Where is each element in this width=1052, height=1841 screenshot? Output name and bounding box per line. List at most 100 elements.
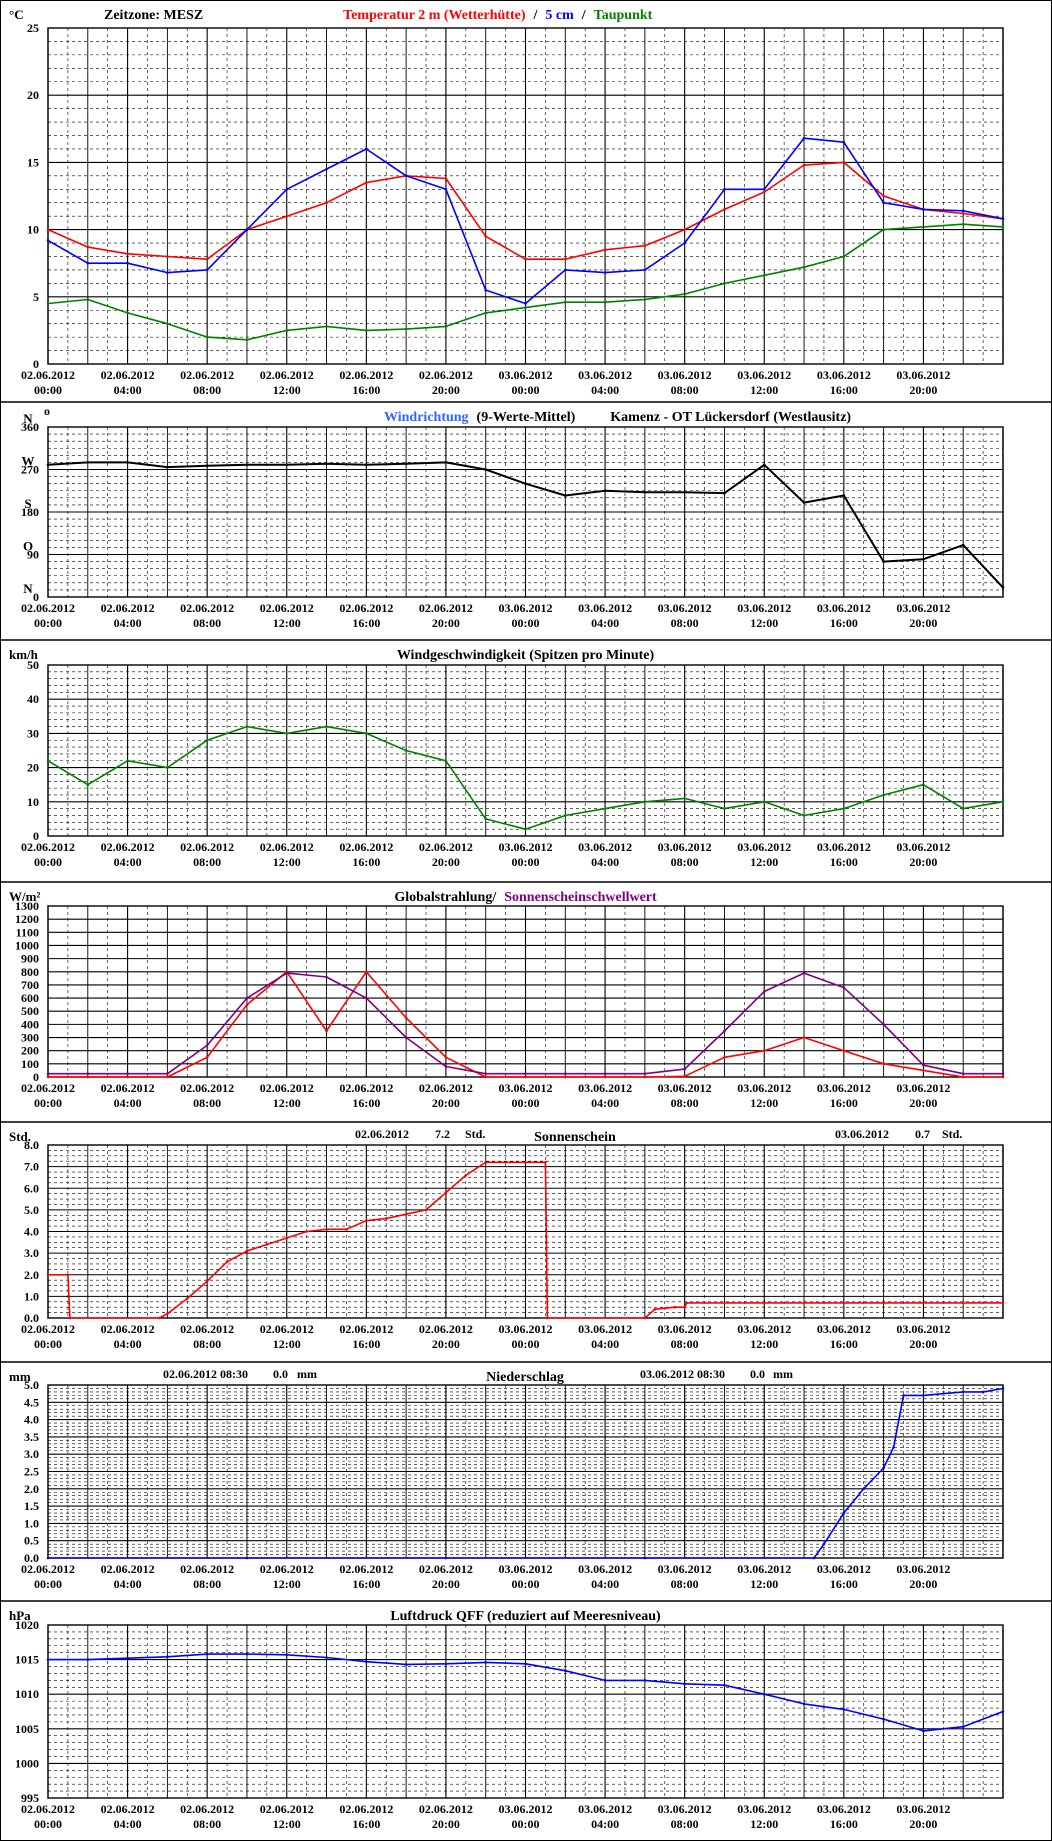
x-tick-date: 03.06.2012 — [658, 1562, 712, 1576]
y-tick-label: 1000 — [15, 1756, 39, 1770]
data-point — [842, 161, 846, 164]
data-point — [524, 1161, 527, 1164]
compass-label: N — [23, 581, 33, 596]
x-tick-time: 12:00 — [750, 616, 778, 630]
x-tick-time: 12:00 — [273, 1096, 301, 1110]
y-tick-label: 3.5 — [24, 1430, 39, 1444]
data-point — [126, 759, 129, 763]
x-tick-date: 02.06.2012 — [419, 368, 473, 382]
x-tick-date: 03.06.2012 — [578, 1081, 632, 1095]
data-point — [305, 1230, 308, 1233]
y-tick-label: 0.0 — [24, 1551, 39, 1565]
x-tick-date: 02.06.2012 — [101, 1802, 155, 1816]
data-point — [802, 1702, 806, 1706]
y-tick-label: 0 — [33, 829, 39, 843]
data-point — [882, 228, 885, 231]
data-point — [46, 1556, 50, 1560]
x-tick-time: 08:00 — [671, 1337, 699, 1351]
x-tick-time: 08:00 — [671, 1817, 699, 1831]
data-point — [285, 971, 289, 975]
data-point — [484, 1072, 488, 1076]
data-point — [365, 1219, 368, 1222]
data-point — [603, 271, 607, 274]
x-tick-date: 03.06.2012 — [658, 1322, 712, 1336]
y-unit-label: °C — [9, 7, 24, 22]
data-point — [922, 1729, 925, 1733]
x-tick-date: 02.06.2012 — [21, 1802, 75, 1816]
chart-panel-5: 0.00.51.01.52.02.53.03.54.04.55.0mm02.06… — [0, 1361, 1052, 1591]
x-tick-date: 03.06.2012 — [817, 1081, 871, 1095]
data-point — [961, 1072, 965, 1076]
x-tick-date: 03.06.2012 — [737, 1802, 791, 1816]
x-tick-date: 02.06.2012 — [260, 1562, 314, 1576]
y-tick-label: 4.0 — [24, 1413, 39, 1427]
x-tick-date: 02.06.2012 — [260, 840, 314, 854]
data-point — [603, 248, 607, 252]
x-tick-date: 02.06.2012 — [21, 601, 75, 615]
chart-title: Zeitzone: MESZ Temperatur 2 m (Wetterhütt… — [104, 8, 653, 23]
y-tick-label: 300 — [21, 1031, 39, 1045]
total-unit: Std. — [942, 1127, 962, 1141]
x-tick-date: 03.06.2012 — [896, 1081, 950, 1095]
x-tick-time: 00:00 — [512, 1337, 540, 1351]
data-point — [723, 1683, 726, 1687]
y-unit-label: W/m² — [9, 889, 40, 904]
y-tick-label: 360 — [21, 420, 39, 434]
x-tick-date: 02.06.2012 — [101, 368, 155, 382]
total-date: 02.06.2012 08:30 — [163, 1367, 248, 1381]
x-tick-time: 12:00 — [750, 1577, 778, 1591]
data-point — [166, 1312, 169, 1315]
data-point — [524, 302, 527, 305]
x-tick-time: 12:00 — [750, 1337, 778, 1351]
x-tick-time: 00:00 — [512, 1096, 540, 1110]
x-tick-date: 03.06.2012 — [499, 1802, 553, 1816]
data-point — [365, 732, 368, 735]
data-point — [643, 1072, 647, 1076]
data-point — [961, 1075, 965, 1079]
x-tick-date: 03.06.2012 — [578, 1322, 632, 1336]
y-tick-label: 1200 — [15, 912, 39, 926]
chart-panel-4: 0.01.02.03.04.05.06.07.08.0Std.02.06.201… — [0, 1121, 1052, 1351]
y-tick-label: 3.0 — [24, 1246, 39, 1260]
data-point — [683, 1075, 686, 1078]
data-point — [723, 187, 726, 191]
data-point — [882, 1717, 885, 1721]
y-tick-label: 6.0 — [24, 1181, 39, 1195]
chart-title: Sonnenschein — [534, 1130, 616, 1145]
x-tick-date: 02.06.2012 — [260, 1802, 314, 1816]
data-point — [325, 167, 328, 171]
data-point — [205, 257, 209, 261]
chart-panel-0: 0510152025°C02.06.201200:0002.06.201204:… — [9, 7, 1005, 397]
x-tick-time: 12:00 — [273, 1337, 301, 1351]
x-tick-time: 20:00 — [909, 1577, 937, 1591]
y-tick-label: 0 — [33, 1070, 39, 1084]
data-point — [86, 1658, 90, 1661]
data-point — [762, 1692, 766, 1696]
x-tick-date: 03.06.2012 — [578, 1562, 632, 1576]
data-point — [902, 1394, 905, 1397]
y-tick-label: 1.5 — [24, 1499, 39, 1513]
y-tick-label: 40 — [27, 692, 39, 706]
data-point — [285, 732, 289, 735]
data-point — [46, 1075, 50, 1079]
x-tick-time: 04:00 — [114, 855, 142, 869]
data-point — [265, 1243, 269, 1246]
data-point — [46, 228, 50, 231]
total-unit: mm — [773, 1367, 793, 1381]
data-point — [464, 1173, 468, 1177]
x-tick-date: 03.06.2012 — [896, 601, 950, 615]
x-tick-date: 03.06.2012 — [817, 1562, 871, 1576]
data-point — [882, 560, 885, 563]
y-tick-label: 900 — [21, 952, 39, 966]
y-tick-label: 700 — [21, 978, 39, 992]
data-point — [762, 273, 766, 277]
data-point — [653, 1308, 657, 1311]
data-point — [723, 807, 726, 810]
data-point — [166, 1075, 169, 1079]
y-tick-label: 90 — [27, 548, 39, 562]
data-point — [325, 1228, 328, 1231]
data-point — [245, 463, 249, 467]
data-point — [723, 491, 726, 495]
x-tick-date: 03.06.2012 — [817, 840, 871, 854]
